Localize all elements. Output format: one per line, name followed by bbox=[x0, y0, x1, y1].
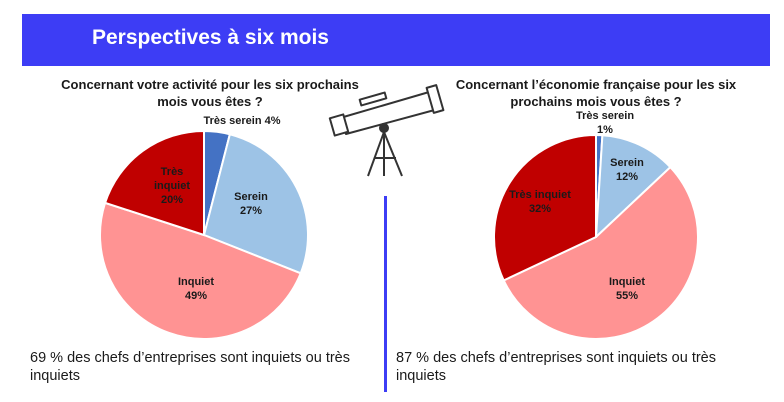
right-label-serein: Serein 12% bbox=[610, 157, 644, 183]
right-slice-serein bbox=[594, 134, 672, 240]
right-slice-inquiet bbox=[502, 165, 699, 340]
page-title: Perspectives à six mois bbox=[92, 26, 329, 49]
left-label-tres-serein: Très serein 4% bbox=[203, 115, 280, 127]
right-label-tres-inquiet: Très inquiet 32% bbox=[509, 189, 571, 215]
left-label-inquiet: Inquiet 49% bbox=[178, 276, 214, 302]
left-slice-tres-inquiet bbox=[103, 129, 205, 237]
left-label-tres-inquiet: Très inquiet 20% bbox=[154, 166, 190, 206]
chart-left-question: Concernant votre activité pour les six p… bbox=[61, 77, 359, 109]
chart-right-summary: 87 % des chefs d’entreprises sont inquie… bbox=[396, 350, 716, 384]
right-label-inquiet: Inquiet 55% bbox=[609, 276, 645, 302]
right-label-tres-serein: Très serein 1% bbox=[576, 110, 634, 136]
chart-right-question: Concernant l’économie française pour les… bbox=[455, 77, 737, 109]
left-slice-inquiet bbox=[99, 201, 302, 340]
left-label-serein: Serein 27% bbox=[234, 191, 268, 217]
left-slice-serein bbox=[202, 133, 309, 275]
divider bbox=[384, 196, 387, 392]
chart-left-summary: 69 % des chefs d’entreprises sont inquie… bbox=[30, 350, 350, 384]
right-slice-tres-inquiet bbox=[493, 133, 597, 282]
header-banner bbox=[22, 14, 770, 66]
telescope-icon bbox=[328, 84, 445, 177]
